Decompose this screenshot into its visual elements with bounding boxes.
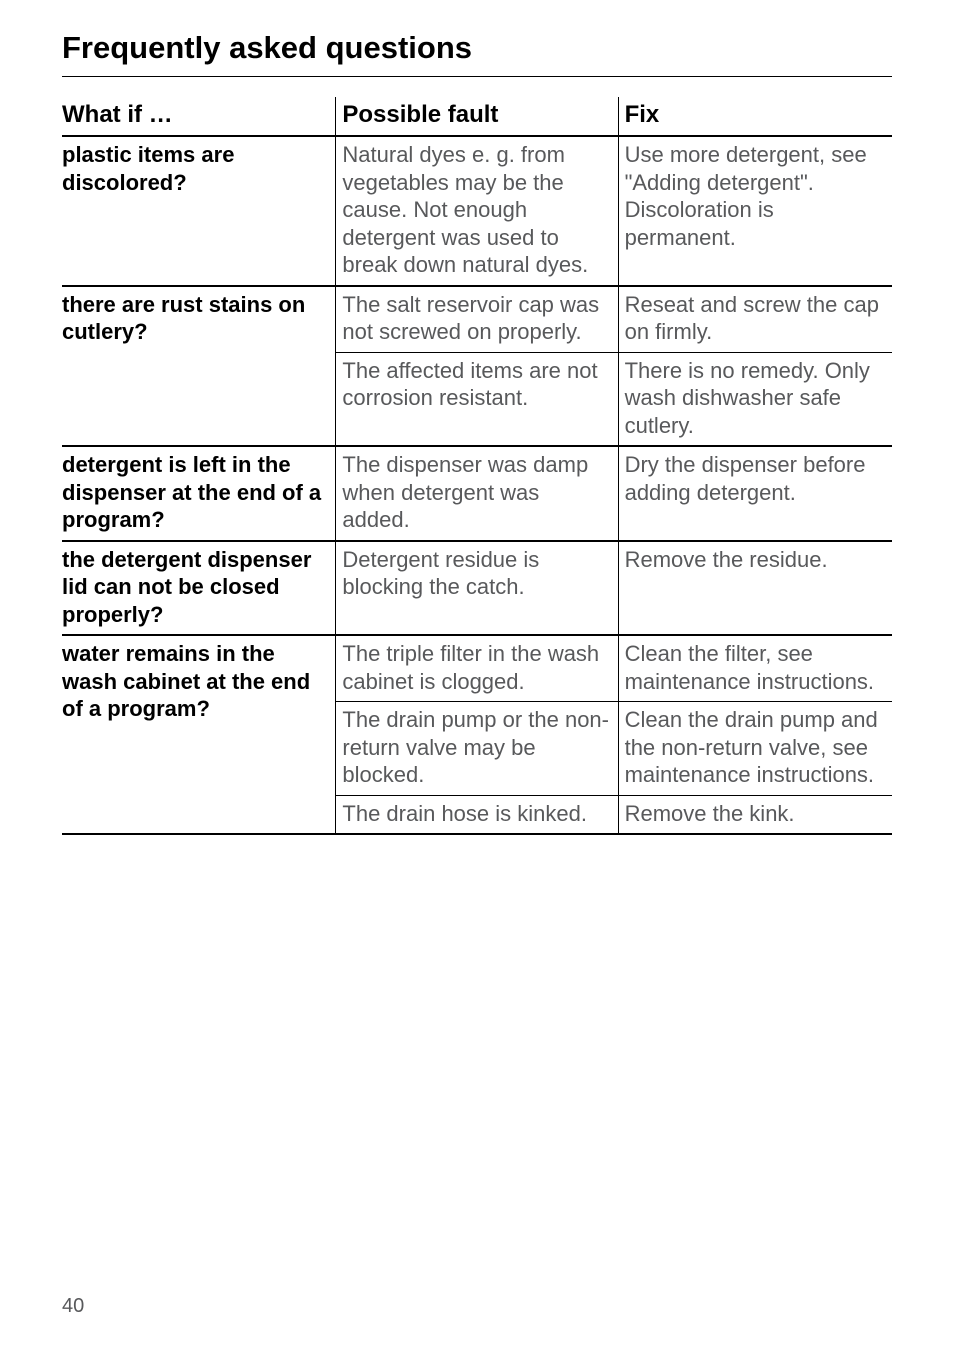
page-number: 40 xyxy=(62,1295,84,1318)
fault-cell: The affected items are not corrosion res… xyxy=(336,352,618,446)
fault-cell: The dispenser was damp when detergent wa… xyxy=(336,446,618,541)
faq-table: What if … Possible fault Fix plastic ite… xyxy=(62,97,892,835)
fix-cell: Reseat and screw the cap on firmly. xyxy=(618,286,892,353)
fix-cell: Remove the residue. xyxy=(618,541,892,636)
table-row: plastic items are discolored?Natural dye… xyxy=(62,136,892,286)
fault-cell: The salt reservoir cap was not screwed o… xyxy=(336,286,618,353)
table-row: detergent is left in the dispenser at th… xyxy=(62,446,892,541)
whatif-cell: water remains in the wash cabinet at the… xyxy=(62,635,336,834)
fix-cell: Use more detergent, see "Adding detergen… xyxy=(618,136,892,286)
fault-cell: The triple filter in the wash cabinet is… xyxy=(336,635,618,702)
page-title: Frequently asked questions xyxy=(62,30,892,77)
table-row: there are rust stains on cutlery?The sal… xyxy=(62,286,892,353)
fault-cell: The drain hose is kinked. xyxy=(336,795,618,834)
whatif-cell: the detergent dispenser lid can not be c… xyxy=(62,541,336,636)
fault-cell: Natural dyes e. g. from vegetables may b… xyxy=(336,136,618,286)
whatif-cell: plastic items are discolored? xyxy=(62,136,336,286)
fix-cell: Remove the kink. xyxy=(618,795,892,834)
fault-cell: The drain pump or the non-return valve m… xyxy=(336,702,618,796)
header-fix: Fix xyxy=(618,97,892,136)
fault-cell: Detergent residue is blocking the catch. xyxy=(336,541,618,636)
whatif-cell: detergent is left in the dispenser at th… xyxy=(62,446,336,541)
header-whatif: What if … xyxy=(62,97,336,136)
header-fault: Possible fault xyxy=(336,97,618,136)
page: Frequently asked questions What if … Pos… xyxy=(0,0,954,1352)
fix-cell: Clean the drain pump and the non-return … xyxy=(618,702,892,796)
fix-cell: There is no remedy. Only wash dishwasher… xyxy=(618,352,892,446)
table-row: water remains in the wash cabinet at the… xyxy=(62,635,892,702)
fix-cell: Dry the dispenser before adding detergen… xyxy=(618,446,892,541)
whatif-cell: there are rust stains on cutlery? xyxy=(62,286,336,447)
table-row: the detergent dispenser lid can not be c… xyxy=(62,541,892,636)
fix-cell: Clean the filter, see maintenance instru… xyxy=(618,635,892,702)
table-header-row: What if … Possible fault Fix xyxy=(62,97,892,136)
